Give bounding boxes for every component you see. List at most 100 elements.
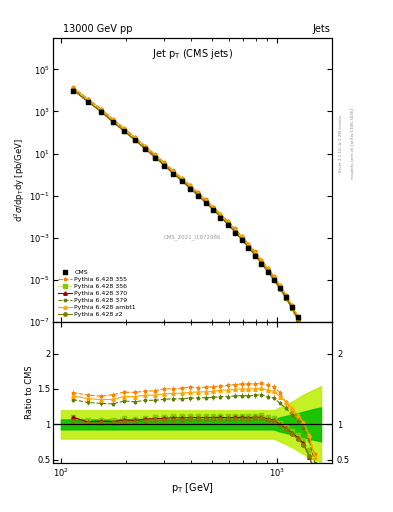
Pythia 6.428 379: [203, 197, 208, 203]
Pythia 6.428 z2: [259, 260, 264, 266]
Pythia 6.428 z2: [211, 207, 215, 213]
Pythia 6.428 370: [272, 276, 276, 283]
Pythia 6.428 356: [239, 236, 244, 242]
Pythia 6.428 370: [218, 214, 223, 220]
Line: Pythia 6.428 370: Pythia 6.428 370: [72, 88, 316, 368]
Text: Jets: Jets: [312, 24, 330, 34]
CMS: [85, 99, 90, 105]
Pythia 6.428 370: [143, 145, 147, 152]
Pythia 6.428 355: [232, 225, 237, 231]
Pythia 6.428 370: [239, 236, 244, 242]
Pythia 6.428 370: [203, 199, 208, 205]
Pythia 6.428 356: [265, 268, 270, 274]
Pythia 6.428 356: [162, 162, 166, 168]
Pythia 6.428 370: [307, 344, 312, 350]
Pythia 6.428 370: [312, 362, 317, 369]
Pythia 6.428 ambt1: [85, 96, 90, 102]
Pythia 6.428 370: [187, 185, 192, 191]
Pythia 6.428 355: [225, 218, 230, 224]
CMS: [203, 200, 208, 206]
Pythia 6.428 ambt1: [132, 134, 137, 140]
Pythia 6.428 379: [259, 258, 264, 264]
CMS: [187, 186, 192, 192]
Pythia 6.428 355: [296, 314, 300, 320]
Pythia 6.428 355: [307, 340, 312, 347]
Pythia 6.428 z2: [252, 252, 257, 258]
Pythia 6.428 356: [284, 294, 288, 301]
Pythia 6.428 356: [246, 244, 251, 250]
Pythia 6.428 379: [272, 274, 276, 280]
Pythia 6.428 379: [122, 126, 127, 132]
CMS: [307, 339, 312, 345]
Pythia 6.428 370: [132, 137, 137, 143]
Pythia 6.428 ambt1: [162, 160, 166, 166]
Pythia 6.428 z2: [225, 221, 230, 227]
Pythia 6.428 379: [265, 266, 270, 272]
Pythia 6.428 ambt1: [187, 182, 192, 188]
Pythia 6.428 z2: [122, 128, 127, 134]
Pythia 6.428 379: [312, 359, 317, 365]
Y-axis label: Ratio to CMS: Ratio to CMS: [26, 366, 34, 419]
Pythia 6.428 355: [179, 175, 184, 181]
Pythia 6.428 370: [122, 128, 127, 134]
Line: Pythia 6.428 z2: Pythia 6.428 z2: [72, 89, 316, 367]
Pythia 6.428 370: [211, 206, 215, 212]
Text: 13000 GeV pp: 13000 GeV pp: [63, 24, 132, 34]
Pythia 6.428 379: [246, 242, 251, 248]
CMS: [252, 252, 257, 259]
Pythia 6.428 356: [171, 170, 175, 176]
Pythia 6.428 ambt1: [301, 326, 306, 332]
Pythia 6.428 370: [252, 252, 257, 258]
CMS: [143, 146, 147, 152]
Text: mcplots.cern.ch [arXiv:1306.3436]: mcplots.cern.ch [arXiv:1306.3436]: [351, 108, 355, 179]
Pythia 6.428 356: [232, 228, 237, 234]
Pythia 6.428 355: [312, 357, 317, 363]
Pythia 6.428 370: [98, 108, 103, 114]
Pythia 6.428 379: [85, 96, 90, 102]
Pythia 6.428 379: [252, 249, 257, 255]
Pythia 6.428 355: [277, 282, 282, 288]
Pythia 6.428 355: [85, 96, 90, 102]
X-axis label: p$_\mathrm{T}$ [GeV]: p$_\mathrm{T}$ [GeV]: [171, 481, 214, 495]
Pythia 6.428 379: [218, 211, 223, 218]
Pythia 6.428 355: [290, 302, 294, 308]
Pythia 6.428 ambt1: [312, 357, 317, 364]
Y-axis label: d$^{2}\sigma$/dp$_\mathrm{T}$dy [pb/GeV]: d$^{2}\sigma$/dp$_\mathrm{T}$dy [pb/GeV]: [12, 138, 27, 222]
CMS: [122, 129, 127, 135]
Pythia 6.428 370: [284, 295, 288, 301]
Pythia 6.428 379: [162, 160, 166, 166]
Pythia 6.428 ambt1: [284, 292, 288, 298]
Pythia 6.428 379: [225, 219, 230, 225]
Pythia 6.428 379: [195, 190, 200, 196]
Pythia 6.428 379: [284, 292, 288, 298]
Pythia 6.428 379: [239, 234, 244, 240]
Pythia 6.428 355: [211, 203, 215, 209]
Pythia 6.428 ambt1: [171, 168, 175, 174]
Pythia 6.428 z2: [195, 192, 200, 198]
Pythia 6.428 ambt1: [246, 241, 251, 247]
Pythia 6.428 356: [225, 221, 230, 227]
Pythia 6.428 355: [272, 273, 276, 279]
Pythia 6.428 379: [143, 143, 147, 150]
Pythia 6.428 370: [195, 192, 200, 198]
Pythia 6.428 379: [277, 283, 282, 289]
Pythia 6.428 z2: [232, 229, 237, 235]
Pythia 6.428 379: [290, 303, 294, 309]
Pythia 6.428 370: [232, 229, 237, 235]
Pythia 6.428 379: [71, 85, 75, 91]
Pythia 6.428 356: [132, 137, 137, 143]
Pythia 6.428 379: [132, 135, 137, 141]
Pythia 6.428 z2: [307, 344, 312, 350]
CMS: [296, 314, 300, 321]
Pythia 6.428 370: [265, 268, 270, 274]
CMS: [312, 352, 317, 358]
CMS: [272, 277, 276, 283]
Pythia 6.428 356: [152, 154, 157, 160]
Pythia 6.428 ambt1: [218, 211, 223, 217]
CMS: [225, 222, 230, 228]
Pythia 6.428 370: [259, 260, 264, 266]
Pythia 6.428 370: [225, 221, 230, 227]
Pythia 6.428 z2: [98, 109, 103, 115]
Pythia 6.428 ambt1: [211, 204, 215, 210]
Pythia 6.428 ambt1: [225, 218, 230, 224]
